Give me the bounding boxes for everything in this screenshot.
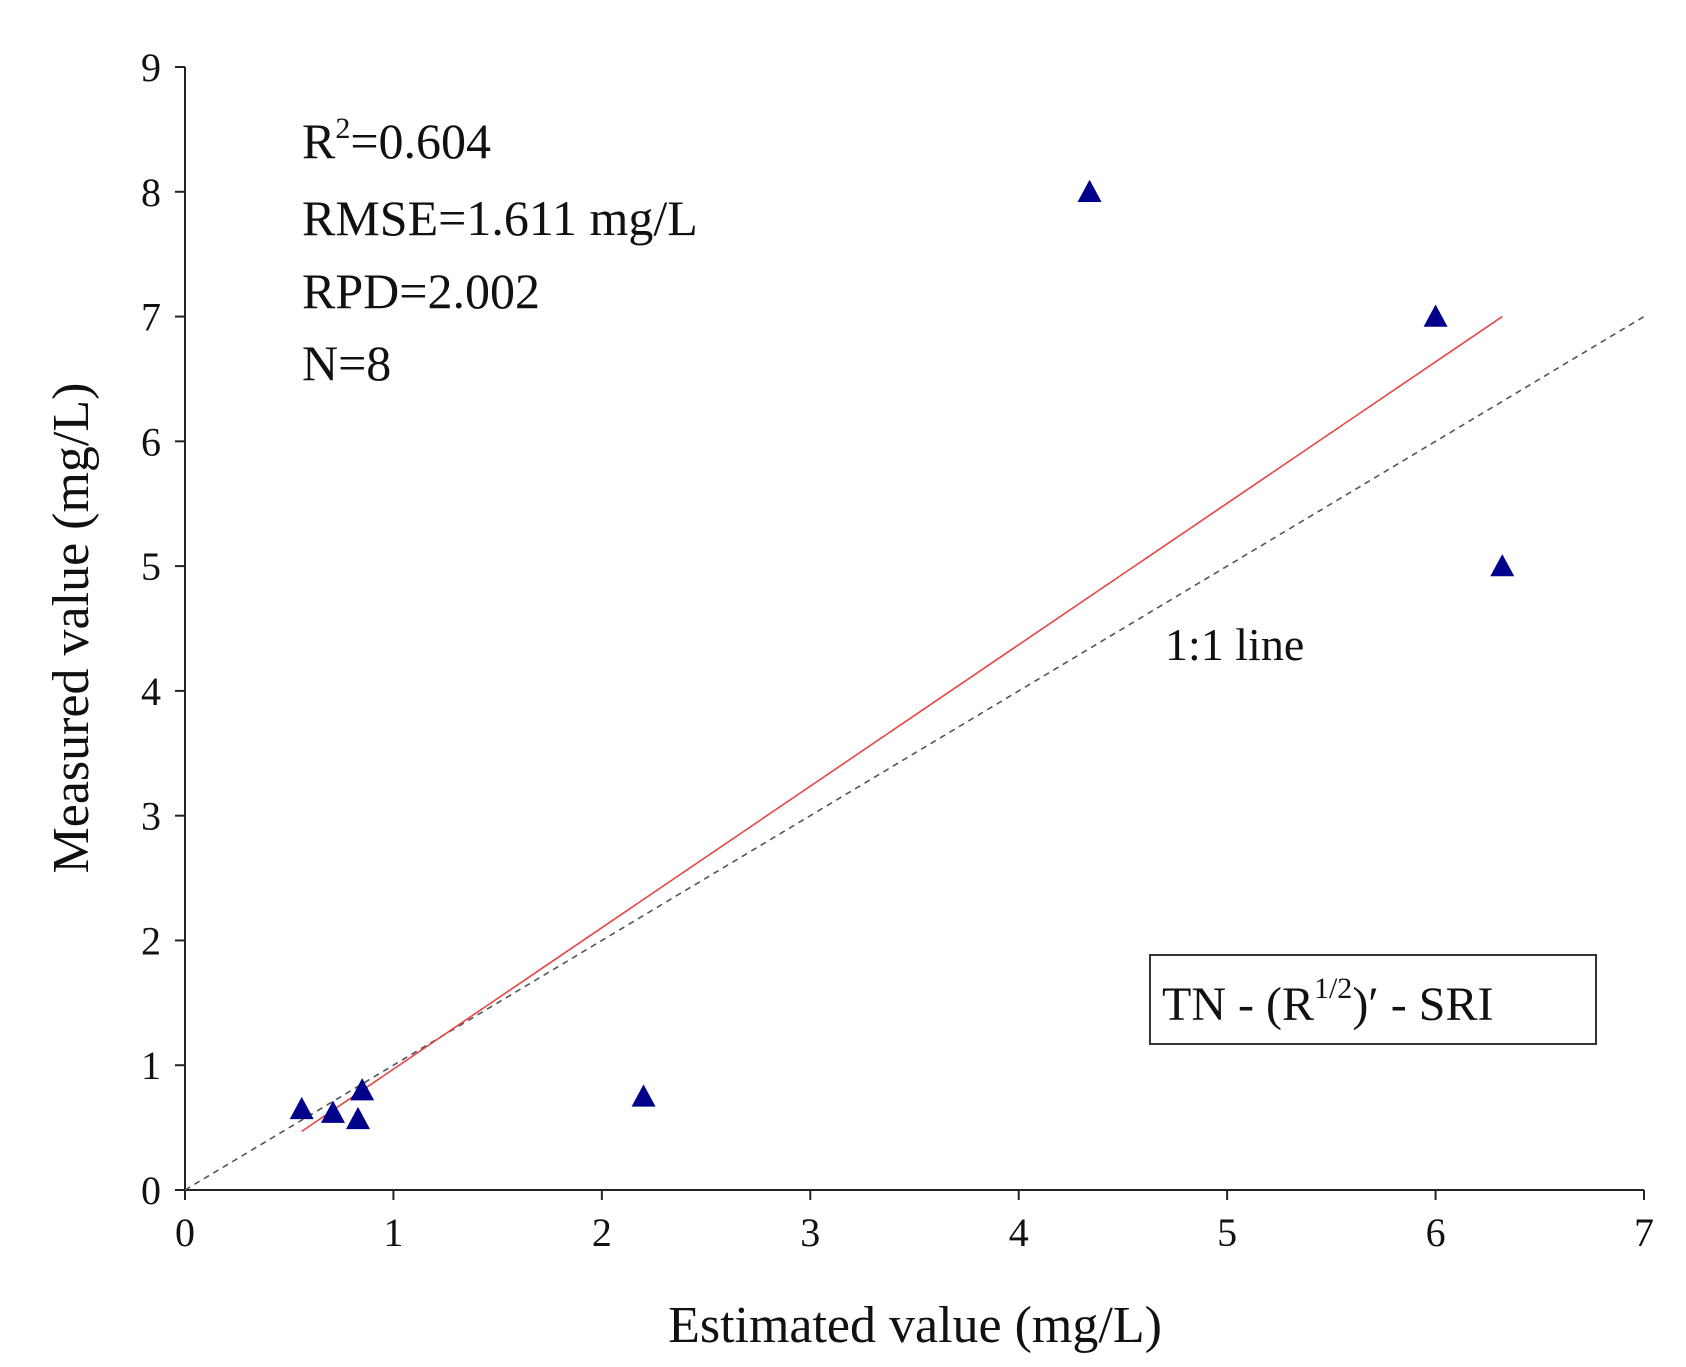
y-tick-label: 0 xyxy=(141,1168,161,1213)
legend-box: TN - (R1/2)′ - SRI xyxy=(1149,954,1597,1045)
legend-box-sup: 1/2 xyxy=(1314,972,1352,1005)
data-point xyxy=(289,1096,314,1120)
x-tick-label: 5 xyxy=(1217,1210,1237,1255)
stat-r2-sup: 2 xyxy=(335,112,350,145)
axes xyxy=(184,67,1644,1191)
x-tick-label: 6 xyxy=(1426,1210,1446,1255)
y-axis-title: Measured value (mg/L) xyxy=(43,383,100,874)
y-tick-label: 1 xyxy=(141,1043,161,1088)
identity-line-label: 1:1 line xyxy=(1165,619,1304,670)
data-point xyxy=(350,1078,375,1101)
stat-r2-value: =0.604 xyxy=(350,113,491,169)
y-tick-label: 9 xyxy=(141,45,161,90)
y-tick-label: 6 xyxy=(141,419,161,464)
x-tick-label: 1 xyxy=(383,1210,403,1255)
legend-box-label: TN - (R1/2)′ - SRI xyxy=(1162,972,1493,1031)
x-tick-label: 3 xyxy=(800,1210,820,1255)
y-tick-label: 7 xyxy=(141,295,161,340)
x-tick-label: 7 xyxy=(1634,1210,1654,1255)
data-point xyxy=(1077,179,1102,202)
data-point xyxy=(631,1084,656,1107)
stat-n: N=8 xyxy=(302,335,391,391)
y-tick-label: 4 xyxy=(141,669,161,714)
x-tick-label: 0 xyxy=(175,1210,195,1255)
y-tick-label: 8 xyxy=(141,170,161,215)
data-point xyxy=(345,1106,370,1130)
identity-line xyxy=(184,315,1645,1191)
x-tick-label: 2 xyxy=(592,1210,612,1255)
stats-block: R2=0.604 RMSE=1.611 mg/L RPD=2.002 N=8 xyxy=(302,112,698,391)
legend-box-prefix: TN - (R xyxy=(1162,978,1314,1031)
y-tick-label: 2 xyxy=(141,918,161,963)
stat-r2: R2=0.604 xyxy=(302,112,491,169)
data-point xyxy=(1423,304,1448,327)
data-points xyxy=(289,179,1515,1130)
y-tick-label: 3 xyxy=(141,794,161,839)
stat-rpd: RPD=2.002 xyxy=(302,263,540,319)
stat-rmse: RMSE=1.611 mg/L xyxy=(302,190,698,246)
stat-r2-prefix: R xyxy=(302,113,336,169)
fit-line xyxy=(301,315,1503,1133)
x-tick-label: 4 xyxy=(1009,1210,1029,1255)
data-point xyxy=(1490,554,1515,577)
legend-box-frame xyxy=(1149,954,1597,1045)
legend-box-suffix: )′ - SRI xyxy=(1352,978,1493,1031)
data-point xyxy=(320,1100,345,1123)
x-axis-title: Estimated value (mg/L) xyxy=(668,1297,1162,1354)
y-ticks: 0 1 2 3 4 5 6 7 8 9 xyxy=(141,45,185,1213)
x-ticks: 0 1 2 3 4 5 6 7 xyxy=(175,1190,1654,1255)
y-tick-label: 5 xyxy=(141,544,161,589)
